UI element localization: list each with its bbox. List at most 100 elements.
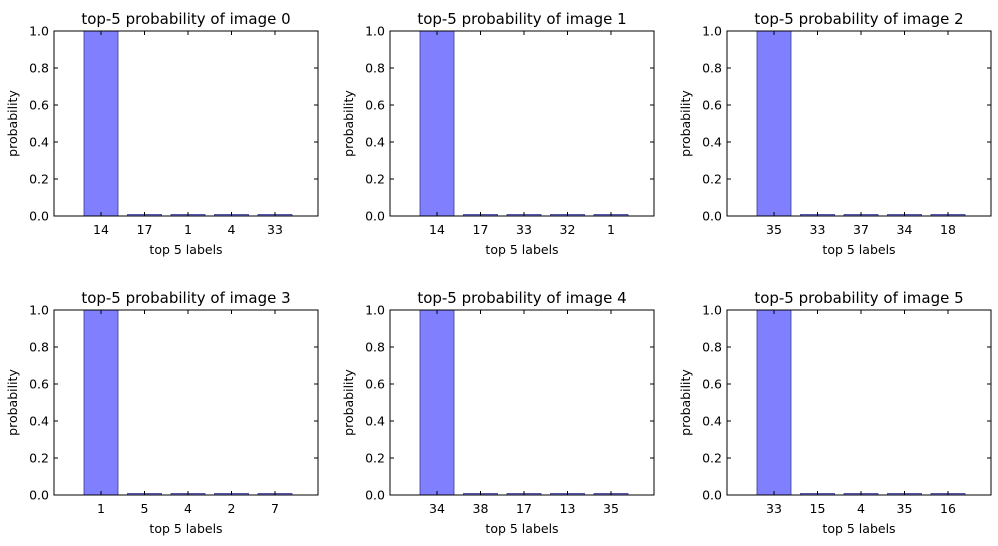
y-tick-label: 0.2 [702, 451, 722, 466]
y-tick-label: 0.0 [29, 209, 49, 224]
y-tick-label: 0.0 [365, 488, 385, 503]
y-tick-label: 0.6 [29, 98, 49, 113]
x-tick-label: 38 [473, 501, 489, 516]
chart-panel-3: 0.0 0.2 0.4 0.6 0.8 1.0 1 5 4 2 7 top-5 probability… [5, 289, 319, 536]
y-tick-label: 1.0 [365, 303, 385, 318]
chart-panel-5: 0.0 0.2 0.4 0.6 0.8 1.0 33 15 4 35 16 top-5 probabi… [678, 289, 992, 536]
x-axis-label: top 5 labels [149, 242, 222, 257]
y-tick-label: 0.6 [702, 377, 722, 392]
chart-title: top-5 probability of image 4 [417, 289, 626, 307]
x-tick-label: 13 [560, 501, 576, 516]
x-tick-label: 17 [473, 222, 489, 237]
y-tick-label: 0.2 [365, 451, 385, 466]
x-tick-label: 14 [93, 222, 109, 237]
x-tick-label: 4 [857, 501, 865, 516]
y-tick-label: 0.4 [29, 135, 49, 150]
x-tick-label: 1 [607, 222, 615, 237]
x-tick-label: 35 [766, 222, 782, 237]
x-tick-label: 33 [766, 501, 782, 516]
y-tick-label: 0.0 [365, 209, 385, 224]
x-tick-label: 4 [184, 501, 192, 516]
y-axis-label: probability [5, 369, 20, 436]
y-tick-label: 1.0 [702, 24, 722, 39]
y-axis-label: probability [678, 369, 693, 436]
x-tick-label: 16 [940, 501, 956, 516]
x-tick-label: 35 [603, 501, 619, 516]
bar-34 [419, 309, 455, 496]
axes-frame [389, 309, 655, 496]
chart-title: top-5 probability of image 2 [754, 10, 963, 28]
y-tick-label: 0.8 [365, 61, 385, 76]
x-tick-label: 14 [429, 222, 445, 237]
y-tick-label: 0.6 [29, 377, 49, 392]
x-tick-label: 33 [810, 222, 826, 237]
axes-frame [726, 30, 992, 217]
x-tick-label: 2 [228, 501, 236, 516]
y-tick-label: 0.8 [702, 340, 722, 355]
y-tick-label: 0.8 [29, 340, 49, 355]
y-axis-label: probability [341, 369, 356, 436]
x-tick-label: 15 [810, 501, 826, 516]
axes-frame [53, 309, 319, 496]
x-axis-label: top 5 labels [485, 521, 558, 536]
x-tick-label: 34 [429, 501, 445, 516]
y-tick-label: 0.4 [365, 414, 385, 429]
chart-panel-4: 0.0 0.2 0.4 0.6 0.8 1.0 34 38 17 13 35 top-5 probab… [341, 289, 655, 536]
x-tick-label: 33 [267, 222, 283, 237]
x-tick-label: 35 [897, 501, 913, 516]
x-tick-label: 18 [940, 222, 956, 237]
x-tick-label: 37 [853, 222, 869, 237]
chart-panel-1: 0.0 0.2 0.4 0.6 0.8 1.0 14 17 33 32 1 top-5 probabi… [341, 10, 655, 257]
y-tick-label: 0.2 [29, 172, 49, 187]
y-tick-label: 1.0 [702, 303, 722, 318]
x-tick-label: 34 [897, 222, 913, 237]
bar-35 [756, 30, 792, 217]
y-tick-label: 0.0 [702, 209, 722, 224]
x-tick-label: 4 [228, 222, 236, 237]
y-tick-label: 0.4 [702, 414, 722, 429]
y-tick-label: 0.0 [702, 488, 722, 503]
chart-title: top-5 probability of image 1 [417, 10, 626, 28]
y-tick-label: 0.2 [702, 172, 722, 187]
y-tick-label: 0.6 [365, 377, 385, 392]
y-axis-label: probability [5, 90, 20, 157]
y-tick-label: 1.0 [29, 303, 49, 318]
y-tick-label: 0.2 [29, 451, 49, 466]
x-tick-label: 32 [560, 222, 576, 237]
x-axis-label: top 5 labels [822, 521, 895, 536]
y-tick-label: 0.4 [702, 135, 722, 150]
axes-frame [726, 309, 992, 496]
x-tick-label: 7 [271, 501, 279, 516]
y-axis-label: probability [341, 90, 356, 157]
axes-frame [53, 30, 319, 217]
y-tick-label: 1.0 [29, 24, 49, 39]
y-tick-label: 0.8 [29, 61, 49, 76]
y-tick-label: 0.4 [29, 414, 49, 429]
y-tick-label: 0.6 [702, 98, 722, 113]
bar-1 [83, 309, 119, 496]
x-axis-label: top 5 labels [149, 521, 222, 536]
axes-frame [389, 30, 655, 217]
y-tick-label: 0.8 [702, 61, 722, 76]
chart-title: top-5 probability of image 5 [754, 289, 963, 307]
x-tick-label: 33 [516, 222, 532, 237]
x-tick-label: 1 [97, 501, 105, 516]
y-tick-label: 0.4 [365, 135, 385, 150]
y-tick-label: 0.8 [365, 340, 385, 355]
x-axis-label: top 5 labels [822, 242, 895, 257]
bar-33 [756, 309, 792, 496]
y-tick-label: 0.2 [365, 172, 385, 187]
y-tick-label: 0.6 [365, 98, 385, 113]
chart-title: top-5 probability of image 3 [81, 289, 290, 307]
chart-panel-2: 0.0 0.2 0.4 0.6 0.8 1.0 35 33 37 34 18 top-5 probab… [678, 10, 992, 257]
x-tick-label: 17 [137, 222, 153, 237]
y-tick-label: 1.0 [365, 24, 385, 39]
y-tick-label: 0.0 [29, 488, 49, 503]
x-tick-label: 5 [141, 501, 149, 516]
x-tick-label: 1 [184, 222, 192, 237]
bar-14 [419, 30, 455, 217]
y-axis-label: probability [678, 90, 693, 157]
chart-title: top-5 probability of image 0 [81, 10, 290, 28]
x-tick-label: 17 [516, 501, 532, 516]
